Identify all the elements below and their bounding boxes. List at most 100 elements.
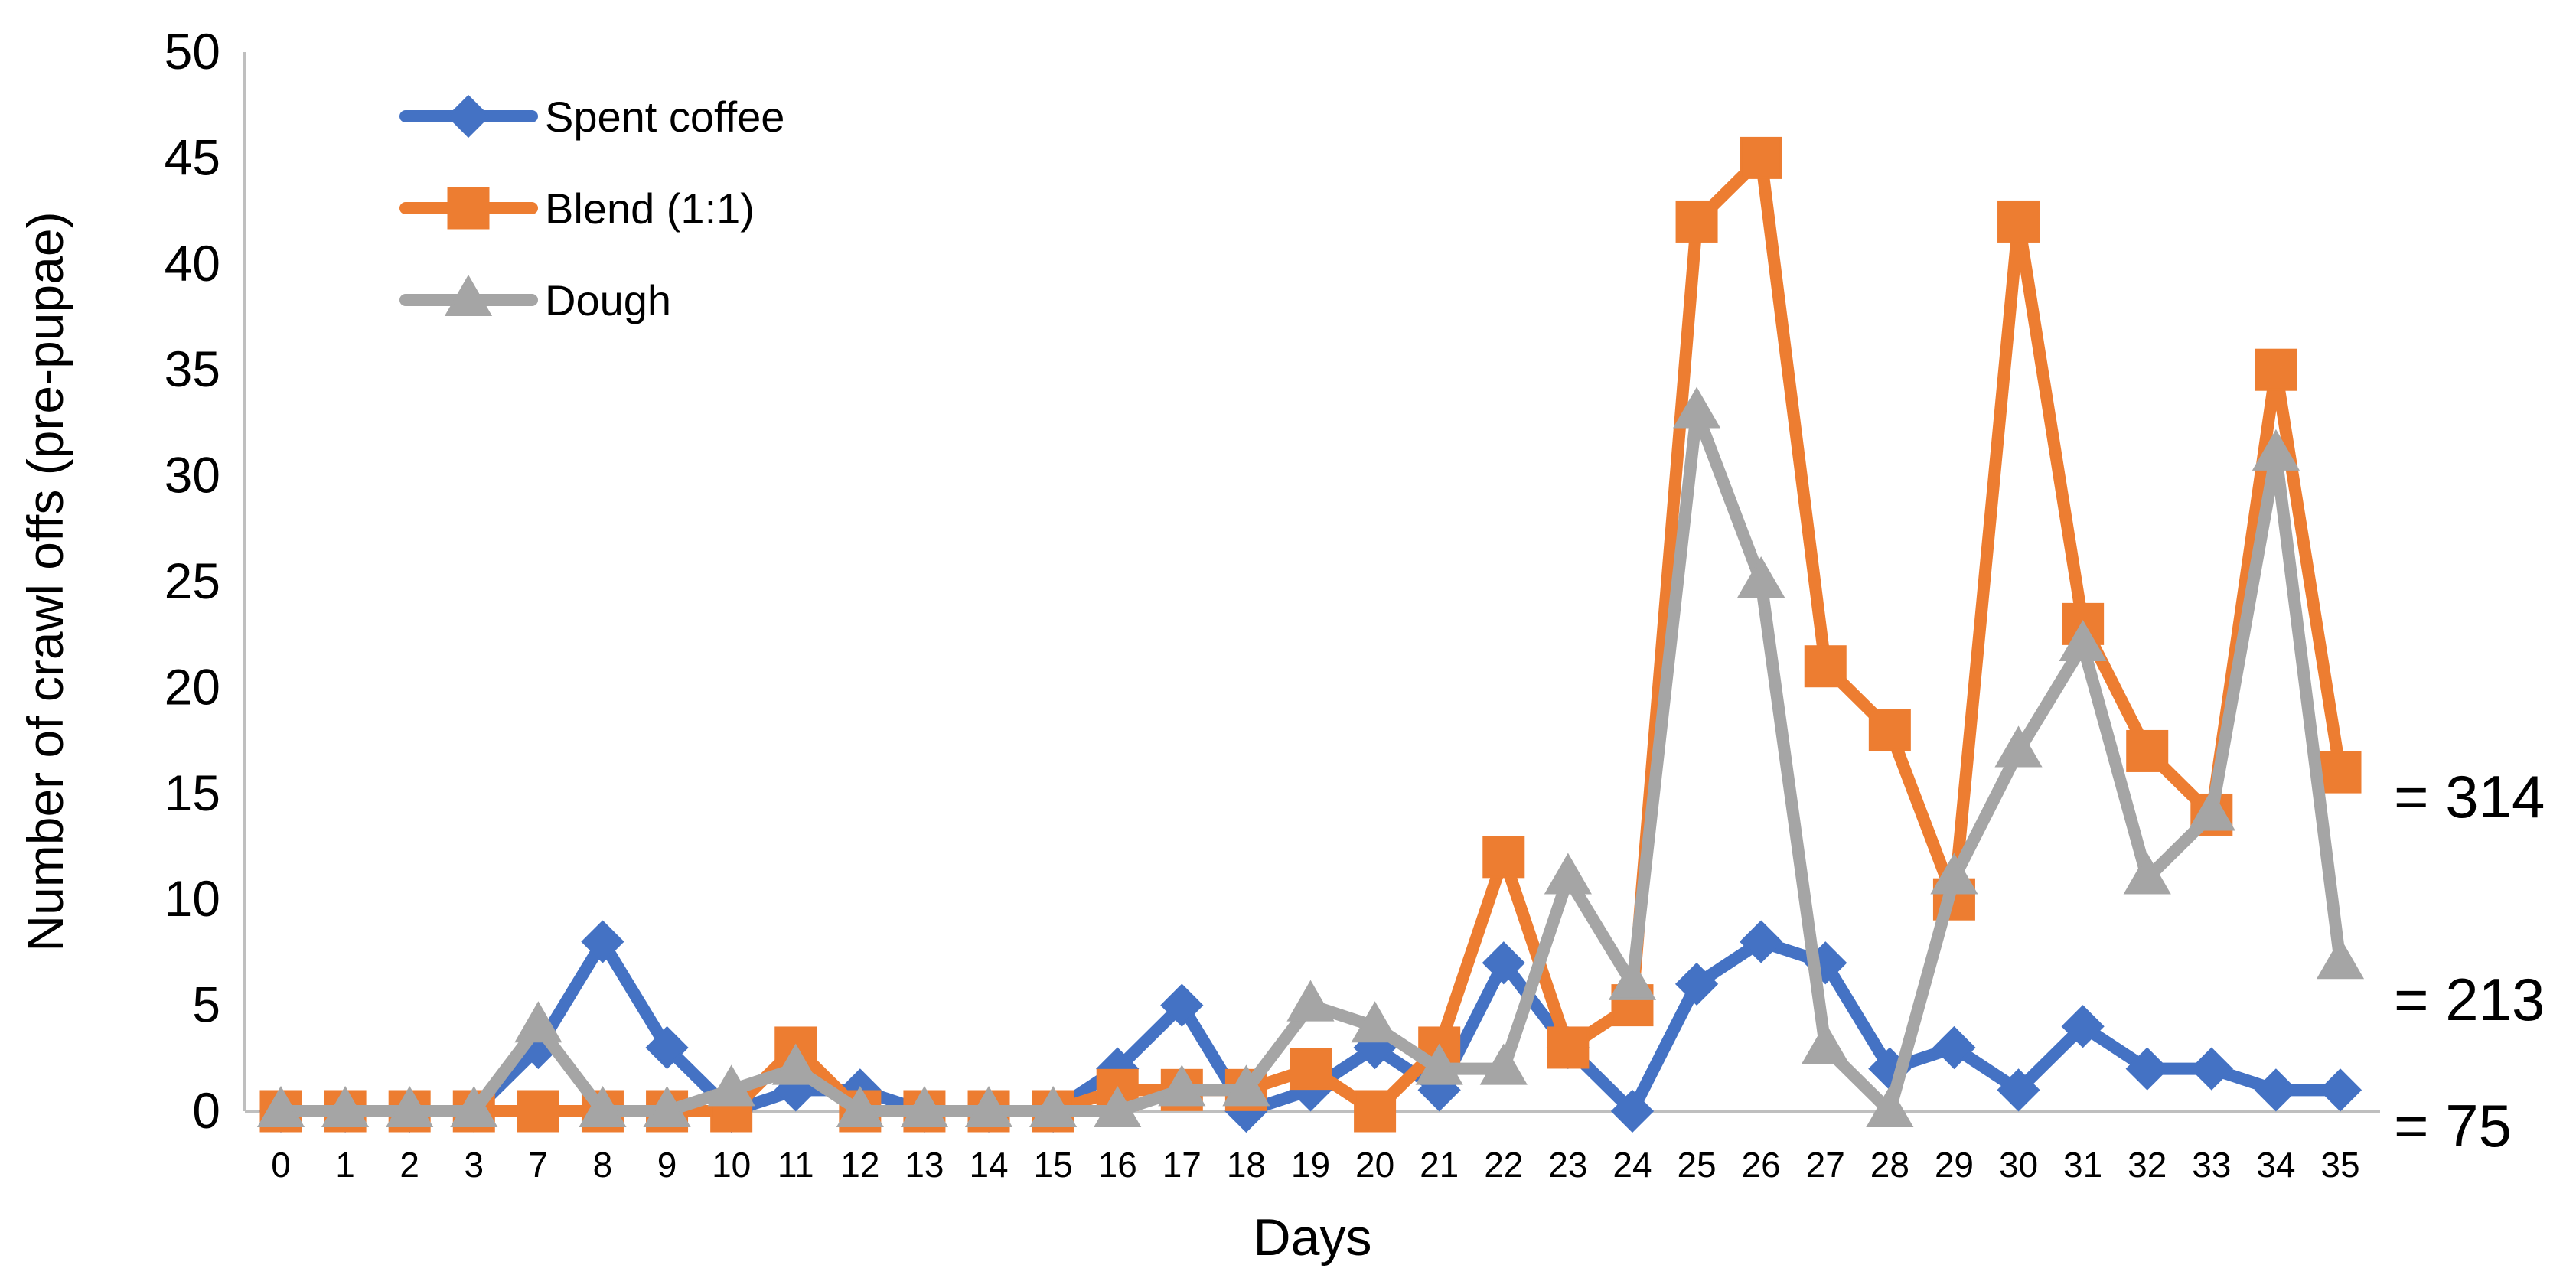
y-tick-label: 25 xyxy=(165,553,220,609)
data-point xyxy=(1610,1089,1655,1133)
y-tick-label: 40 xyxy=(165,235,220,292)
legend-item: Blend (1:1) xyxy=(399,184,755,233)
x-tick-label: 7 xyxy=(529,1145,549,1185)
data-point xyxy=(1674,962,1719,1006)
data-point xyxy=(1672,386,1721,429)
x-tick-label: 30 xyxy=(1999,1145,2038,1185)
x-tick-label: 13 xyxy=(905,1145,944,1185)
data-point xyxy=(581,920,624,963)
x-tick-label: 35 xyxy=(2320,1145,2359,1185)
x-tick-label: 17 xyxy=(1162,1145,1202,1185)
data-point xyxy=(2318,1068,2362,1112)
series-total-labels: = 75 = 314 = 213 xyxy=(2394,763,2545,1159)
x-tick-label: 14 xyxy=(969,1145,1008,1185)
x-tick-label: 27 xyxy=(1806,1145,1845,1185)
legend-label: Blend (1:1) xyxy=(545,184,755,233)
y-tick-label: 35 xyxy=(165,341,220,397)
x-axis-label: Days xyxy=(1254,1208,1372,1267)
data-point xyxy=(2061,1005,2105,1048)
data-point xyxy=(836,1085,884,1127)
x-tick-label: 3 xyxy=(464,1145,484,1185)
data-point xyxy=(1675,200,1718,243)
x-tick-label: 9 xyxy=(657,1145,677,1185)
data-point xyxy=(2126,729,2169,772)
series-total-label: = 75 xyxy=(2394,1092,2512,1159)
data-point xyxy=(579,1085,627,1127)
data-point xyxy=(386,1085,434,1127)
x-tick-label: 26 xyxy=(1742,1145,1781,1185)
x-tick-label: 25 xyxy=(1677,1145,1716,1185)
data-point xyxy=(1482,836,1525,879)
data-point xyxy=(1290,1048,1332,1091)
x-tick-label: 16 xyxy=(1098,1145,1137,1185)
x-tick-label: 29 xyxy=(1935,1145,1974,1185)
x-tick-label: 24 xyxy=(1612,1145,1652,1185)
data-point xyxy=(2254,1068,2298,1112)
x-tick-label: 22 xyxy=(1484,1145,1523,1185)
series-total-label: = 314 xyxy=(2394,763,2545,830)
data-point xyxy=(1158,1064,1206,1107)
y-tick-label: 50 xyxy=(165,23,220,80)
data-point xyxy=(643,1085,691,1127)
data-point xyxy=(1868,709,1911,751)
data-point xyxy=(1547,1026,1590,1069)
series-total-label: = 213 xyxy=(2394,966,2545,1033)
y-tick-label: 20 xyxy=(165,658,220,715)
data-point xyxy=(1354,1090,1397,1133)
data-point xyxy=(1740,920,1783,963)
data-point xyxy=(2319,751,2362,794)
x-tick-label: 23 xyxy=(1548,1145,1587,1185)
legend-label: Spent coffee xyxy=(545,93,784,141)
data-point xyxy=(1222,1064,1270,1107)
data-point xyxy=(2252,429,2300,471)
data-point xyxy=(1740,136,1782,179)
x-tick-label: 20 xyxy=(1355,1145,1394,1185)
data-point xyxy=(321,1085,370,1127)
data-point xyxy=(1160,983,1204,1027)
x-tick-label: 32 xyxy=(2128,1145,2167,1185)
data-point xyxy=(2316,937,2365,980)
data-point xyxy=(517,1090,559,1133)
data-point xyxy=(2187,789,2235,831)
legend: Spent coffee Blend (1:1) Dough xyxy=(399,93,784,324)
data-point xyxy=(1286,980,1335,1022)
data-point xyxy=(1479,1043,1528,1085)
data-point xyxy=(1482,941,1525,985)
data-point xyxy=(645,1025,689,1070)
data-point xyxy=(964,1085,1013,1127)
data-point xyxy=(1930,853,1978,895)
y-axis-label: Number of crawl offs (pre-pupae) xyxy=(17,211,73,951)
data-point xyxy=(1737,556,1785,598)
data-point xyxy=(1544,853,1592,895)
x-tick-label: 34 xyxy=(2256,1145,2295,1185)
series-spent-coffee xyxy=(259,920,2362,1133)
data-point xyxy=(2059,620,2107,662)
x-tick-label: 12 xyxy=(840,1145,879,1185)
y-tick-label: 5 xyxy=(192,976,220,1033)
series-layer xyxy=(256,136,2365,1133)
legend-marker xyxy=(446,94,491,139)
x-tick-label: 0 xyxy=(271,1145,291,1185)
data-point xyxy=(2190,1047,2233,1091)
data-point xyxy=(1997,1068,2040,1112)
x-tick-label: 15 xyxy=(1034,1145,1073,1185)
data-point xyxy=(707,1064,755,1107)
x-tick-label: 2 xyxy=(399,1145,419,1185)
y-tick-label: 0 xyxy=(192,1082,220,1139)
x-tick-label: 18 xyxy=(1227,1145,1266,1185)
data-point xyxy=(1804,645,1847,688)
x-tick-label: 28 xyxy=(1870,1145,1909,1185)
y-tick-label: 10 xyxy=(165,870,220,927)
data-point xyxy=(1415,1043,1463,1085)
data-point xyxy=(450,1085,498,1127)
data-point xyxy=(1029,1085,1078,1127)
data-point xyxy=(1608,958,1657,1000)
legend-marker xyxy=(444,274,493,316)
data-point xyxy=(2123,853,2171,895)
legend-label: Dough xyxy=(545,276,671,324)
y-tick-label: 30 xyxy=(165,447,220,504)
data-point xyxy=(514,1001,562,1043)
data-point xyxy=(1802,1022,1850,1064)
data-point xyxy=(1932,1025,1976,1070)
